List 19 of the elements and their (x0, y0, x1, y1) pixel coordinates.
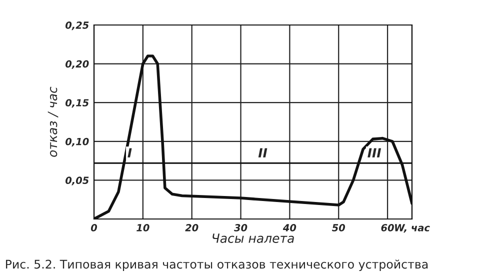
annotation: III (368, 148, 382, 158)
x-tick-label: 30 (234, 224, 248, 232)
y-tick-label: 0,25 (66, 21, 89, 30)
y-tick-label: 0,15 (66, 99, 89, 108)
x-tick-label: 50 (332, 224, 346, 232)
x-tick-label: 20 (185, 224, 198, 232)
x-tick-label: W, час (395, 224, 430, 233)
annotation: I (128, 148, 132, 158)
text: Рис. 5.2. Типовая кривая частоты отказов технического устройства (6, 260, 428, 271)
y-axis-title: отказ / час (48, 86, 58, 157)
y-tick-label: 0,05 (66, 176, 89, 186)
x-tick-label: 10 (136, 224, 150, 232)
annotation: II (258, 148, 268, 158)
x-axis-title: Часы налета (212, 234, 294, 243)
y-tick-label: 0,10 (66, 138, 89, 146)
x-tick-label: 60 (381, 224, 394, 232)
x-tick-label: 40 (282, 224, 296, 232)
x-tick-label: 0 (90, 224, 98, 232)
y-tick-label: 0,20 (66, 60, 89, 69)
